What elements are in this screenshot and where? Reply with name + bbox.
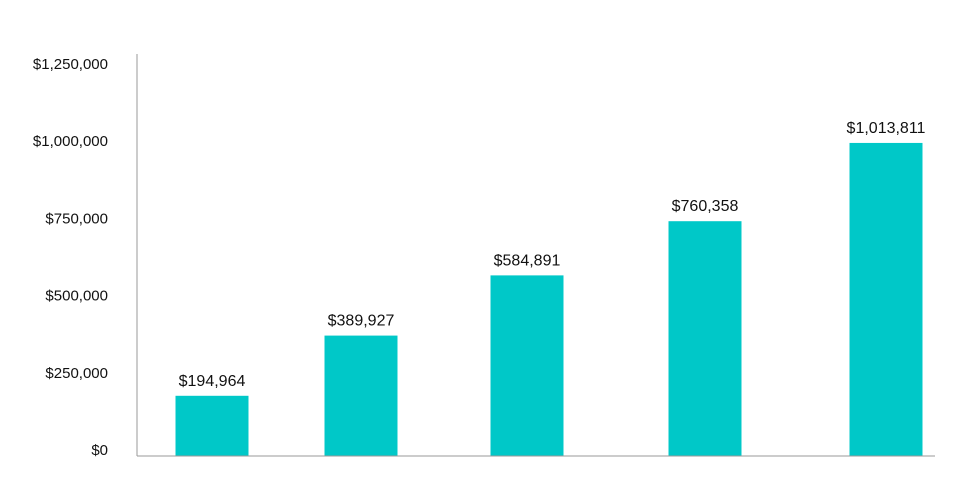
bar <box>490 275 564 456</box>
bar <box>175 395 249 456</box>
bar-value-label: $760,358 <box>672 198 739 215</box>
bar <box>668 221 742 456</box>
y-tick-label: $0 <box>91 442 108 459</box>
data-labels: $194,964 $389,927 $584,891 $760,358 $1,013,8… <box>179 120 926 390</box>
bar-value-label: $584,891 <box>494 252 561 269</box>
y-tick-label: $750,000 <box>45 210 108 227</box>
y-tick-label: $1,000,000 <box>33 133 108 150</box>
y-tick-label: $500,000 <box>45 288 108 305</box>
bar-value-label: $194,964 <box>179 373 246 390</box>
bar <box>324 335 398 456</box>
y-tick-label: $250,000 <box>45 365 108 382</box>
y-tick-label: $1,250,000 <box>33 56 108 73</box>
axes <box>136 54 935 457</box>
bar-value-label: $389,927 <box>328 313 395 330</box>
bar <box>849 142 923 456</box>
bar-value-label: $1,013,811 <box>847 120 926 137</box>
y-axis-ticks: $0 $250,000 $500,000 $750,000 $1,000,000 $1,2… <box>33 56 108 459</box>
bars <box>175 142 923 456</box>
